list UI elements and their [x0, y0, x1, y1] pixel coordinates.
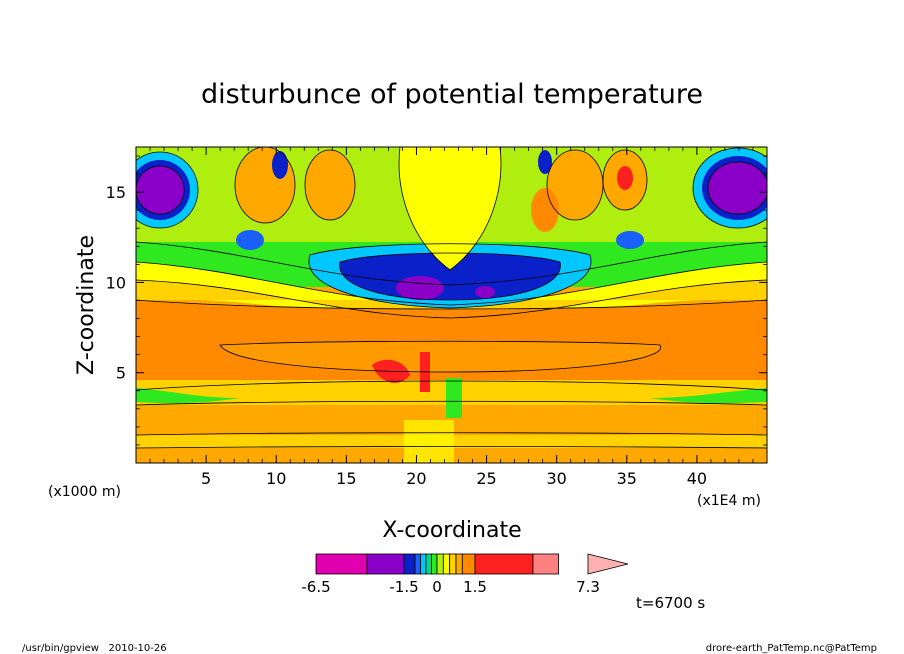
colorbar-arrow	[587, 553, 629, 575]
x-tick-label: 15	[336, 469, 356, 488]
x-tick-label: 25	[476, 469, 496, 488]
colorbar-label: -1.5	[389, 578, 418, 596]
footer-right: drore-earth_PatTemp.nc@PatTemp	[706, 643, 877, 654]
colorbar-cell	[442, 553, 451, 575]
colorbar-cell	[436, 553, 444, 575]
x-axis-label: X-coordinate	[382, 518, 521, 543]
contour-lines	[136, 147, 767, 449]
x-tick-label: 40	[687, 469, 707, 488]
colorbar	[315, 553, 629, 575]
colorbar-label: 7.3	[576, 578, 600, 596]
colorbar-cell	[414, 553, 421, 575]
colorbar-cell	[532, 553, 559, 575]
y-tick-label: 5	[116, 364, 126, 383]
colorbar-cell	[403, 553, 416, 575]
plot-frame	[135, 146, 768, 464]
chart-title: disturbunce of potential temperature	[201, 79, 703, 110]
x-unit-right: (x1E4 m)	[697, 493, 761, 509]
contour-field	[136, 147, 767, 463]
y-axis-ticks: 5 10 15	[106, 155, 767, 446]
y-tick-label: 10	[106, 273, 126, 292]
x-tick-label: 10	[266, 469, 286, 488]
colorbar-cell	[461, 553, 476, 575]
x-axis-ticks: 5 10 15 20 25 30 35 40	[149, 147, 754, 488]
time-label: t=6700 s	[636, 594, 705, 612]
y-axis-label: Z-coordinate	[74, 235, 99, 375]
colorbar-cell	[449, 553, 457, 575]
colorbar-cell	[315, 553, 368, 575]
colorbar-cell	[366, 553, 405, 575]
colorbar-cell	[431, 553, 438, 575]
colorbar-label: 0	[432, 578, 442, 596]
colorbar-labels: -6.5 -1.5 0 1.5 7.3	[301, 578, 600, 596]
colorbar-cell	[455, 553, 463, 575]
colorbar-label: 1.5	[463, 578, 487, 596]
colorbar-cell	[474, 553, 534, 575]
x-tick-label: 20	[406, 469, 426, 488]
x-tick-label: 30	[546, 469, 566, 488]
x-tick-label: 35	[617, 469, 637, 488]
x-unit-left: (x1000 m)	[48, 484, 121, 500]
colorbar-cell	[420, 553, 427, 575]
footer-left: /usr/bin/gpview 2010-10-26	[22, 643, 167, 654]
colorbar-label: -6.5	[301, 578, 330, 596]
x-tick-label: 5	[201, 469, 211, 488]
colorbar-cell	[425, 553, 432, 575]
y-tick-label: 15	[106, 183, 126, 202]
